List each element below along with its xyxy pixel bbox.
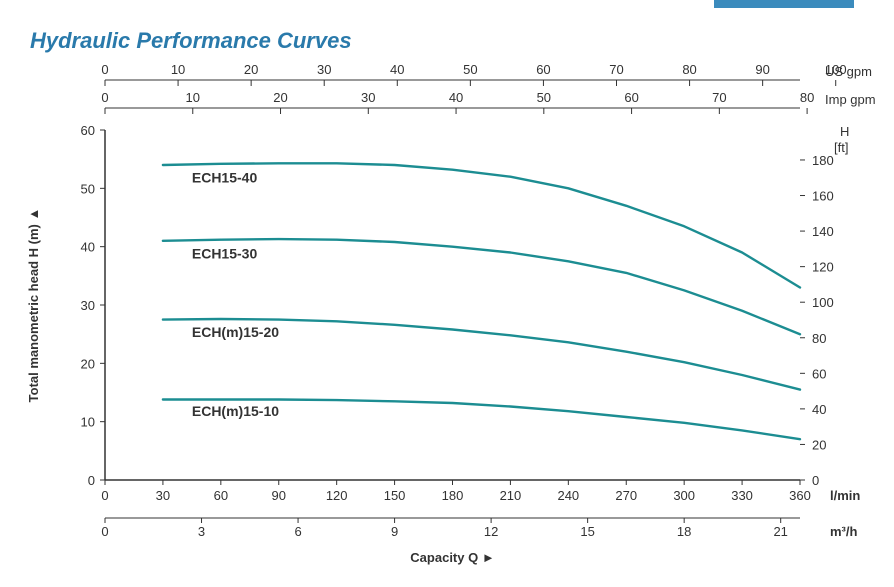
svg-text:210: 210 — [500, 488, 522, 503]
svg-text:150: 150 — [384, 488, 406, 503]
svg-text:40: 40 — [812, 402, 826, 417]
svg-text:0: 0 — [101, 524, 108, 539]
svg-text:60: 60 — [81, 123, 95, 138]
svg-text:100: 100 — [812, 295, 834, 310]
svg-text:30: 30 — [156, 488, 170, 503]
svg-text:30: 30 — [317, 62, 331, 77]
svg-text:15: 15 — [580, 524, 594, 539]
svg-text:18: 18 — [677, 524, 691, 539]
svg-text:20: 20 — [273, 90, 287, 105]
svg-text:21: 21 — [773, 524, 787, 539]
svg-text:40: 40 — [449, 90, 463, 105]
svg-text:300: 300 — [673, 488, 695, 503]
svg-text:Imp gpm: Imp gpm — [825, 92, 876, 107]
y-axis-label: Total manometric head H (m) ▲ — [26, 208, 41, 403]
svg-text:[ft]: [ft] — [834, 140, 848, 155]
svg-text:80: 80 — [682, 62, 696, 77]
svg-text:30: 30 — [361, 90, 375, 105]
svg-text:3: 3 — [198, 524, 205, 539]
chart-container: Hydraulic Performance Curves 01020304050… — [0, 0, 894, 587]
svg-text:270: 270 — [615, 488, 637, 503]
svg-text:70: 70 — [609, 62, 623, 77]
svg-text:80: 80 — [812, 331, 826, 346]
svg-text:240: 240 — [557, 488, 579, 503]
svg-text:0: 0 — [101, 62, 108, 77]
svg-text:10: 10 — [81, 415, 95, 430]
curve-label-ECH(m)15-10: ECH(m)15-10 — [192, 403, 279, 419]
svg-text:10: 10 — [171, 62, 185, 77]
svg-text:70: 70 — [712, 90, 726, 105]
x-axis-label: Capacity Q ► — [410, 550, 494, 565]
svg-text:0: 0 — [812, 473, 819, 488]
svg-text:120: 120 — [326, 488, 348, 503]
curve-label-ECH(m)15-20: ECH(m)15-20 — [192, 324, 279, 340]
svg-text:80: 80 — [800, 90, 814, 105]
svg-text:6: 6 — [294, 524, 301, 539]
svg-text:40: 40 — [81, 240, 95, 255]
svg-text:H: H — [840, 124, 849, 139]
svg-text:160: 160 — [812, 189, 834, 204]
svg-text:120: 120 — [812, 260, 834, 275]
curve-ECH15-40 — [163, 163, 800, 287]
svg-text:60: 60 — [812, 366, 826, 381]
svg-text:50: 50 — [81, 181, 95, 196]
svg-text:50: 50 — [463, 62, 477, 77]
svg-text:l/min: l/min — [830, 488, 860, 503]
svg-text:20: 20 — [812, 437, 826, 452]
svg-text:50: 50 — [537, 90, 551, 105]
svg-text:m³/h: m³/h — [830, 524, 858, 539]
svg-text:330: 330 — [731, 488, 753, 503]
svg-text:60: 60 — [214, 488, 228, 503]
svg-text:20: 20 — [81, 356, 95, 371]
svg-text:9: 9 — [391, 524, 398, 539]
svg-text:0: 0 — [101, 90, 108, 105]
svg-text:60: 60 — [536, 62, 550, 77]
svg-text:0: 0 — [88, 473, 95, 488]
svg-text:US gpm: US gpm — [825, 64, 872, 79]
svg-text:0: 0 — [101, 488, 108, 503]
svg-text:40: 40 — [390, 62, 404, 77]
svg-text:140: 140 — [812, 224, 834, 239]
svg-text:12: 12 — [484, 524, 498, 539]
svg-text:360: 360 — [789, 488, 811, 503]
curve-label-ECH15-40: ECH15-40 — [192, 170, 258, 186]
svg-text:10: 10 — [186, 90, 200, 105]
chart-svg: 0102030405060020406080100120140160180H[f… — [0, 0, 894, 587]
svg-text:90: 90 — [272, 488, 286, 503]
svg-text:20: 20 — [244, 62, 258, 77]
svg-text:30: 30 — [81, 298, 95, 313]
svg-text:60: 60 — [624, 90, 638, 105]
curve-label-ECH15-30: ECH15-30 — [192, 245, 258, 261]
svg-text:180: 180 — [812, 153, 834, 168]
svg-text:180: 180 — [442, 488, 464, 503]
svg-text:90: 90 — [755, 62, 769, 77]
